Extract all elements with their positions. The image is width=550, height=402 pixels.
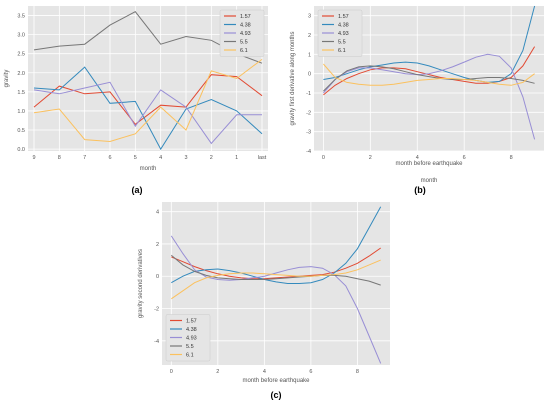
x-tick-label: last — [258, 155, 267, 161]
y-tick-label: 3 — [308, 14, 311, 20]
series-line-4-38 — [323, 5, 536, 83]
x-tick-label: 6 — [463, 155, 466, 161]
x-tick-label: 9 — [32, 155, 35, 161]
legend: 1.57 4.38 4.93 5.5 6.1 — [165, 314, 211, 362]
legend-entry: 6.1 — [240, 48, 248, 54]
y-axis-label: gravity second derivatives — [138, 249, 144, 318]
legend-entry: 4.38 — [186, 327, 197, 333]
y-tick-label: 3.0 — [17, 33, 25, 39]
legend-entry: 4.38 — [240, 23, 251, 29]
y-tick-label: 1.0 — [17, 109, 25, 115]
series-line-4-38 — [33, 66, 263, 151]
panel-b-chart: -4 -3 -2 -1 0 1 2 3 0 2 4 6 8 month before earthquake… — [290, 5, 544, 184]
y-tick-label: -2 — [154, 307, 159, 313]
x-tick-label: 5 — [134, 155, 137, 161]
series-line-1-57 — [171, 247, 381, 280]
legend-entry: 1.57 — [240, 14, 251, 20]
series-line-6-1 — [323, 63, 535, 86]
series-line-5-5 — [323, 65, 535, 92]
y-tick-label: 0 — [308, 72, 311, 78]
x-tick-label: 4 — [416, 155, 419, 161]
y-tick-label: 2.0 — [17, 71, 25, 77]
y-tick-label: -3 — [306, 130, 311, 136]
y-tick-label: -4 — [154, 339, 159, 345]
legend-entry: 5.5 — [338, 40, 346, 46]
y-tick-label: 0.5 — [17, 128, 25, 134]
x-axis-label: month — [140, 166, 157, 172]
legend-entry: 1.57 — [338, 14, 349, 20]
x-tick-label: 6 — [108, 155, 111, 161]
legend-box — [219, 9, 265, 57]
x-tick-label: 1 — [235, 155, 238, 161]
panel-b-label: (b) — [414, 185, 426, 195]
x-tick-label: 4 — [263, 369, 266, 375]
y-tick-label: 0.0 — [17, 147, 25, 153]
x-tick-label: 4 — [159, 155, 162, 161]
y-tick-label: 1 — [308, 52, 311, 58]
series-line-4-93 — [323, 53, 536, 140]
x-axis-label: month before earthquake — [242, 378, 310, 384]
legend-entry: 4.93 — [186, 336, 197, 342]
series-line-6-1 — [33, 59, 263, 143]
y-tick-label: -1 — [306, 91, 311, 97]
panel-c-chart: -4 -2 0 2 4 0 2 4 6 8 month before earthquake gravi… — [138, 202, 390, 384]
legend-box — [317, 9, 363, 57]
x-tick-label: 8 — [510, 155, 513, 161]
y-tick-label: 3.5 — [17, 14, 25, 20]
legend-entry: 5.5 — [240, 40, 248, 46]
legend-entry: 5.5 — [186, 344, 194, 350]
series-line-4-93 — [33, 81, 262, 145]
series-line-4-38 — [171, 206, 382, 284]
series-line-1-57 — [33, 74, 263, 125]
legend: 1.57 4.38 4.93 5.5 6.1 — [219, 9, 265, 57]
panel-c-label: (c) — [271, 390, 282, 400]
y-tick-label: 4 — [156, 210, 159, 216]
x-tick-label: 2 — [369, 155, 372, 161]
x-tick-label: 2 — [210, 155, 213, 161]
series-line-5-5 — [170, 254, 381, 286]
legend-entry: 1.57 — [186, 319, 197, 325]
x-tick-label: 2 — [216, 369, 219, 375]
x-axis-label: month before earthquake — [395, 161, 463, 167]
x-tick-label: 0 — [170, 369, 173, 375]
series-line-4-93 — [170, 235, 382, 364]
series-line-6-1 — [171, 259, 381, 300]
panel-a-label: (a) — [132, 185, 143, 195]
legend-entry: 6.1 — [338, 48, 346, 54]
x-tick-label: 3 — [184, 155, 187, 161]
x-tick-label: 8 — [356, 369, 359, 375]
y-axis-label: gravity first derivative along months — [290, 31, 296, 125]
legend-entry: 4.93 — [240, 31, 251, 37]
legend-box — [165, 314, 211, 362]
y-tick-label: 2 — [308, 33, 311, 39]
x-axis-secondary-label: month — [421, 178, 438, 184]
x-tick-label: 0 — [322, 155, 325, 161]
y-tick-label: 1.5 — [17, 90, 25, 96]
y-tick-label: -4 — [306, 149, 311, 155]
legend-entry: 4.38 — [338, 23, 349, 29]
legend-entry: 4.93 — [338, 31, 349, 37]
legend: 1.57 4.38 4.93 5.5 6.1 — [317, 9, 363, 57]
y-axis-label: gravity — [4, 70, 10, 88]
panel-a-chart: 0.0 0.5 1.0 1.5 2.0 2.5 3.0 3.5 9 8 7 6 5 4 3 2 1 last mon… — [4, 6, 268, 172]
x-tick-label: 7 — [83, 155, 86, 161]
legend-entry: 6.1 — [186, 353, 194, 359]
y-tick-label: 0 — [156, 274, 159, 280]
x-tick-label: 6 — [309, 369, 312, 375]
y-tick-label: 2.5 — [17, 52, 25, 58]
y-tick-label: -2 — [306, 110, 311, 116]
x-tick-label: 8 — [58, 155, 61, 161]
y-tick-label: 2 — [156, 242, 159, 248]
